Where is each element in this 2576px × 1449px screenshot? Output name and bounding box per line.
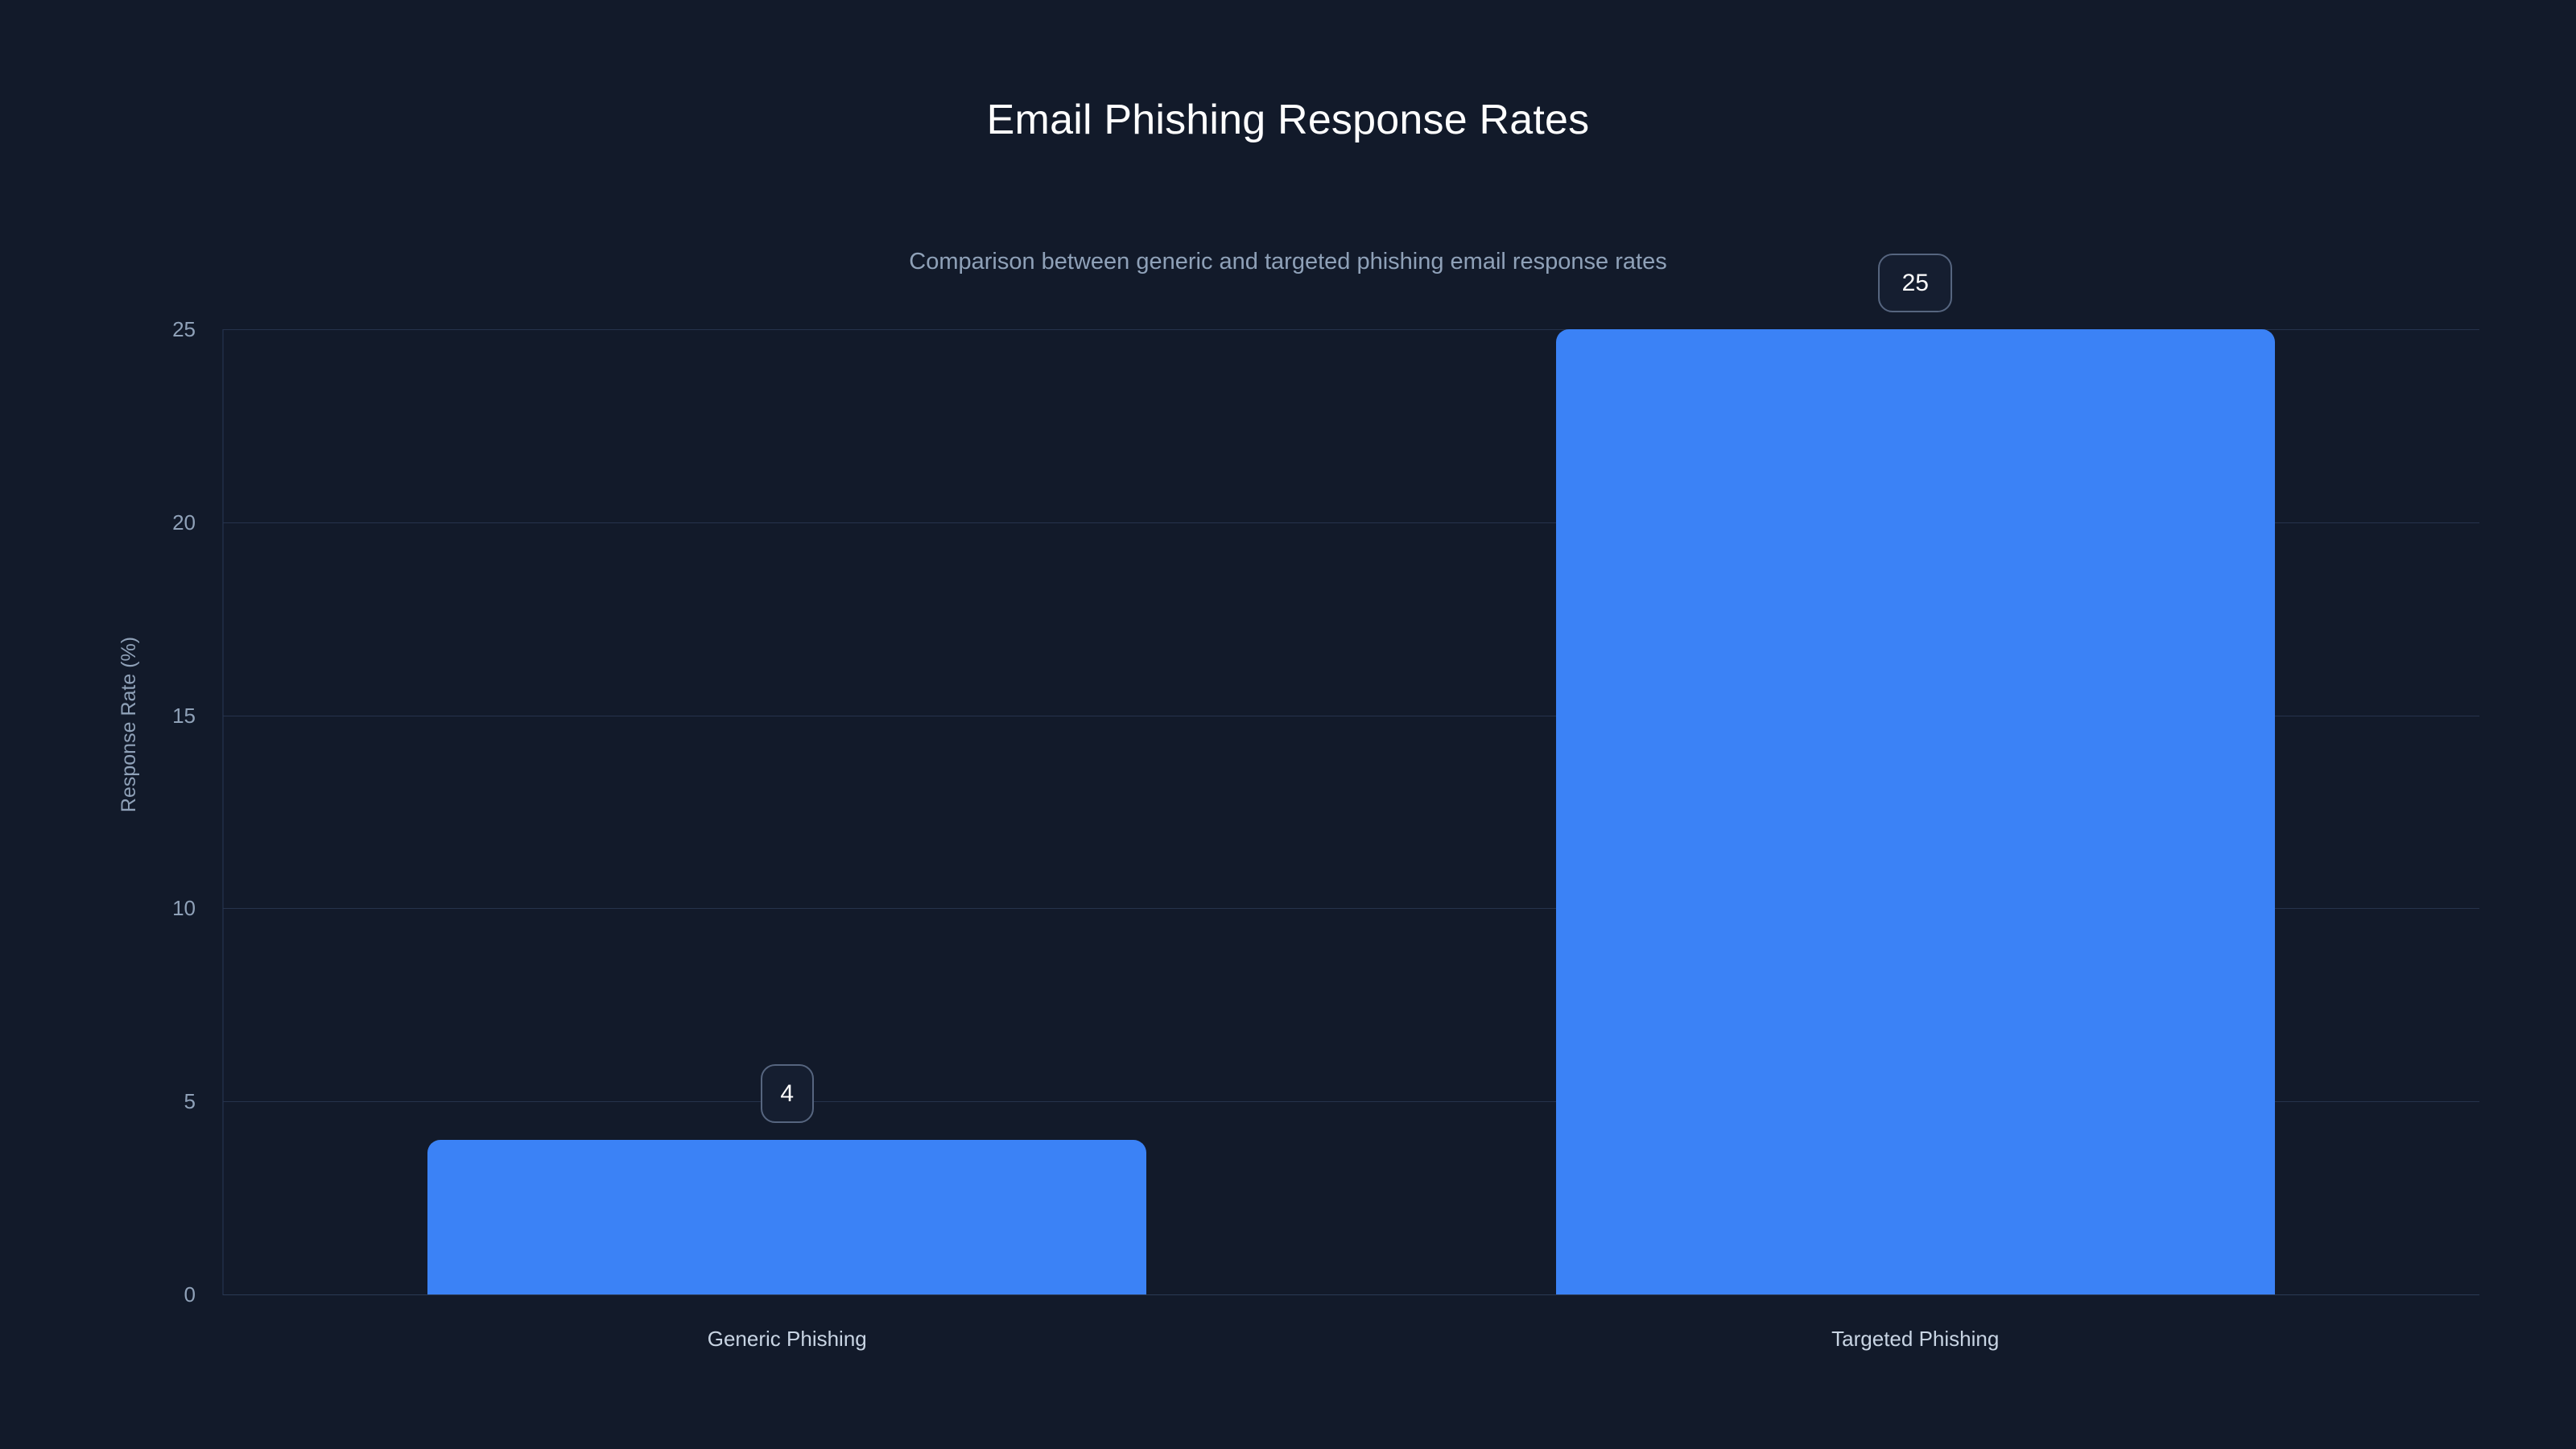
y-axis-tick-label: 20 (172, 510, 196, 535)
y-axis-tick-label: 0 (184, 1282, 196, 1307)
gridline (223, 1101, 2479, 1103)
plot-area (223, 329, 2479, 1295)
gridline (223, 329, 2479, 330)
bar-value-badge: 25 (1878, 254, 1953, 312)
y-axis-tick-label: 10 (172, 896, 196, 921)
x-axis-tick-label: Generic Phishing (707, 1327, 867, 1351)
y-axis-tick-label: 25 (172, 317, 196, 341)
gridline (223, 1294, 2479, 1295)
bar-value-badge: 4 (760, 1064, 814, 1124)
bar[interactable] (427, 1140, 1147, 1294)
chart-title: Email Phishing Response Rates (986, 97, 1590, 143)
x-axis-tick-label: Targeted Phishing (1831, 1327, 2000, 1351)
y-axis-line (222, 329, 224, 1295)
y-axis-tick-label: 5 (184, 1089, 196, 1114)
gridline (223, 522, 2479, 523)
gridline (223, 908, 2479, 910)
y-axis-tick-label: 15 (172, 703, 196, 728)
bar[interactable] (1555, 329, 2275, 1294)
chart-subtitle: Comparison between generic and targeted … (909, 249, 1667, 275)
